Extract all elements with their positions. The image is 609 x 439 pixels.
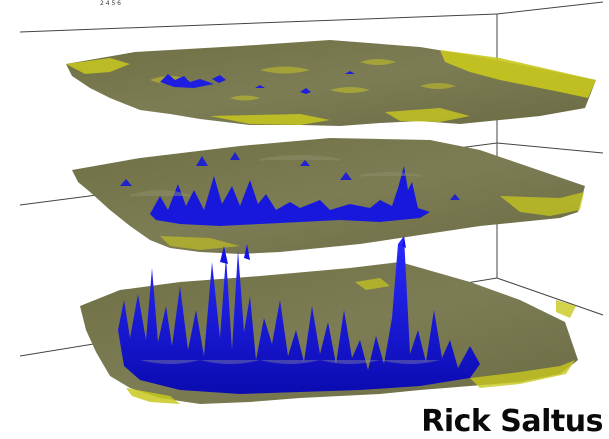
surface-layer-bottom (80, 236, 578, 404)
author-caption: Rick Saltus (421, 404, 603, 439)
surface-layer-middle (72, 138, 585, 254)
axis-tick-fragment: 2 4 5 6 (100, 0, 121, 7)
surface-layer-top (66, 40, 596, 126)
